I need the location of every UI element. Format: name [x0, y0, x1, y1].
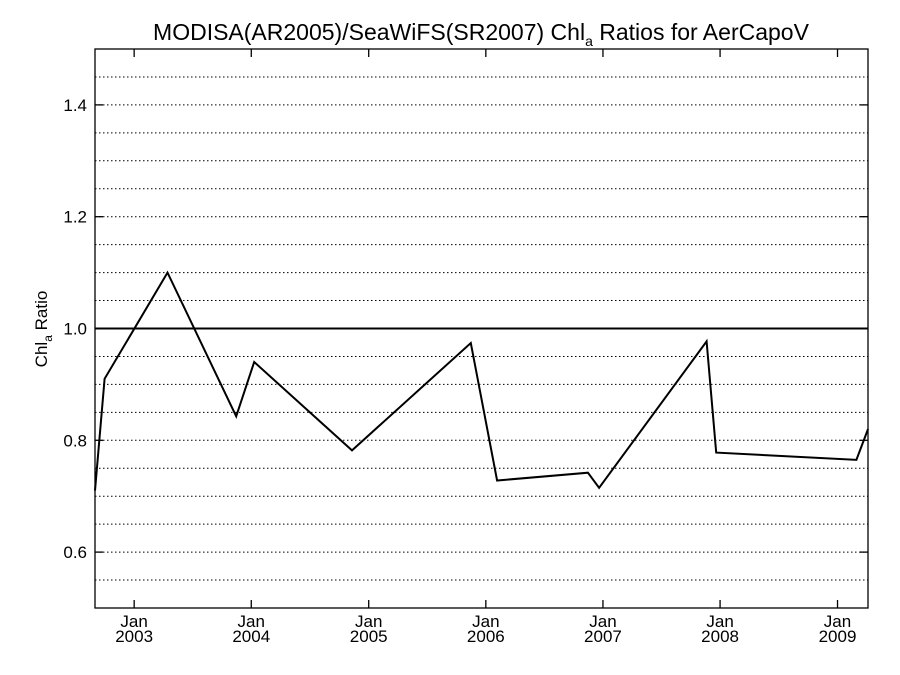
series-line: [94, 270, 869, 491]
x-axis-ticks: Jan2003Jan2004Jan2005Jan2006Jan2007Jan20…: [115, 49, 856, 646]
gridlines: [95, 76, 868, 581]
x-tick-month-label: Jan: [238, 612, 265, 631]
y-tick-label: 0.6: [63, 543, 87, 562]
x-tick-month-label: Jan: [355, 612, 382, 631]
y-tick-label: 0.8: [63, 431, 87, 450]
y-tick-label: 1.4: [63, 96, 87, 115]
x-tick-month-label: Jan: [120, 612, 147, 631]
x-tick-year-label: 2004: [232, 627, 270, 646]
y-tick-label: 1.2: [63, 208, 87, 227]
x-tick-year-label: 2003: [115, 627, 153, 646]
y-axis-ticks: 0.6 0.8 1.0 1.2 1.4: [63, 96, 868, 562]
x-tick-month-label: Jan: [589, 612, 616, 631]
x-tick-month-label: Jan: [706, 612, 733, 631]
x-tick-year-label: 2005: [350, 627, 388, 646]
x-tick-year-label: 2006: [467, 627, 505, 646]
x-tick-year-label: 2008: [701, 627, 739, 646]
x-tick-year-label: 2009: [819, 627, 857, 646]
series-layer: [94, 270, 869, 491]
y-tick-label: 1.0: [63, 320, 87, 339]
chart-title: MODISA(AR2005)/SeaWiFS(SR2007) Chla Rati…: [153, 19, 810, 49]
x-tick-month-label: Jan: [472, 612, 499, 631]
x-tick-year-label: 2007: [584, 627, 622, 646]
x-tick-month-label: Jan: [824, 612, 851, 631]
y-axis-label: Chla Ratio: [32, 291, 55, 368]
